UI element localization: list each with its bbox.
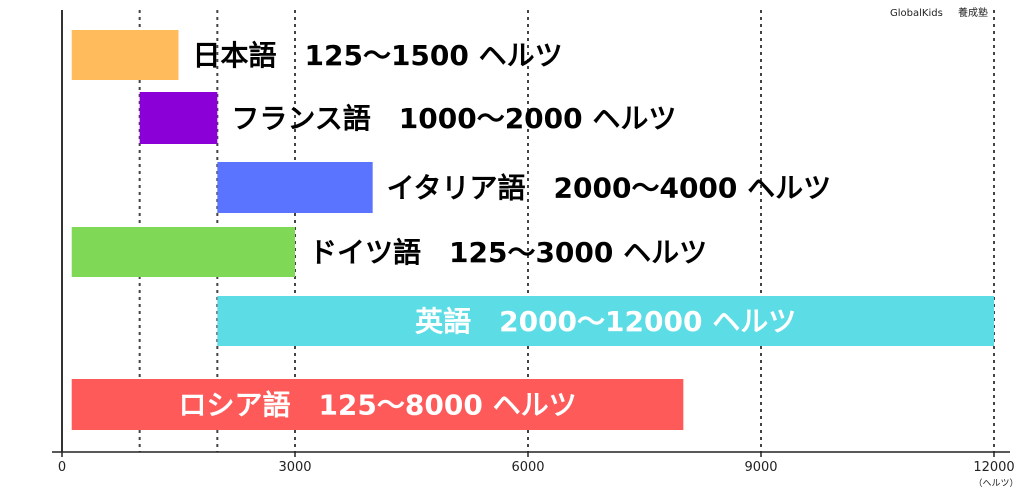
- bar-4: [217, 296, 995, 346]
- credit: GlobalKids 養成塾: [878, 4, 988, 19]
- x-tick-label-1: 3000: [278, 460, 311, 475]
- bar-2: [217, 162, 373, 213]
- bar-label-4: 英語 2000～12000 ヘルツ: [415, 305, 796, 338]
- credit-school: 養成塾: [958, 8, 988, 19]
- bar-5: [71, 379, 684, 430]
- bar-label-1: フランス語 1000～2000 ヘルツ: [231, 102, 676, 135]
- credit-brand: GlobalKids: [890, 8, 943, 19]
- bar-label-2: イタリア語 2000～4000 ヘルツ: [387, 172, 831, 205]
- bar-1: [139, 92, 218, 144]
- bar-label-5: ロシア語 125～8000 ヘルツ: [178, 389, 576, 422]
- x-tick-label-0: 0: [58, 460, 66, 475]
- x-tick-label-4: 12000: [973, 460, 1014, 475]
- x-unit-label: （ヘルツ）: [973, 478, 1018, 489]
- x-tick-label-2: 6000: [511, 460, 544, 475]
- bar-label-0: 日本語 125～1500 ヘルツ: [193, 39, 563, 72]
- bar-label-3: ドイツ語 125～3000 ヘルツ: [309, 236, 707, 269]
- bar-0: [71, 30, 179, 80]
- x-tick-label-3: 9000: [744, 460, 777, 475]
- bar-3: [71, 227, 295, 277]
